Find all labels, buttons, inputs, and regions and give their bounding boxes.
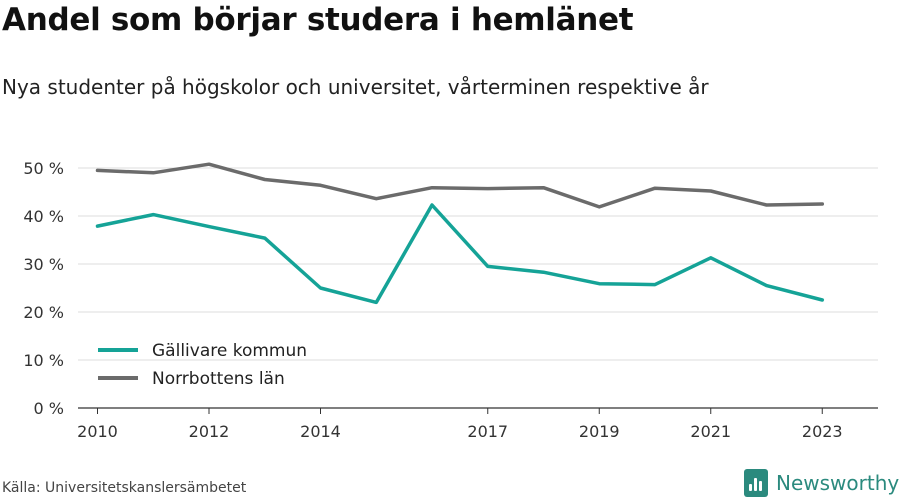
series-line <box>95 162 825 209</box>
brand-logo: Newsworthy <box>744 468 899 498</box>
x-tick-label: 2014 <box>300 422 341 441</box>
x-tick-label: 2010 <box>77 422 118 441</box>
legend-label: Norrbottens län <box>152 369 285 389</box>
chart-subtitle: Nya studenter på högskolor och universit… <box>2 75 709 99</box>
y-tick-label: 10 % <box>23 351 64 370</box>
source-note: Källa: Universitetskanslersämbetet <box>2 480 247 496</box>
gridlines <box>78 167 878 361</box>
bar-chart-icon <box>744 469 768 497</box>
series-line <box>95 203 825 305</box>
y-tick-label: 30 % <box>23 255 64 274</box>
x-tick-label: 2012 <box>189 422 230 441</box>
x-tick-label: 2019 <box>579 422 620 441</box>
brand-name: Newsworthy <box>776 471 900 495</box>
x-tick-label: 2021 <box>690 422 731 441</box>
chart-title: Andel som börjar studera i hemlänet <box>2 2 634 38</box>
y-tick-label: 50 % <box>23 159 64 178</box>
series-lines <box>95 162 825 305</box>
x-tick-label: 2023 <box>802 422 843 441</box>
y-tick-label: 20 % <box>23 303 64 322</box>
x-tick-label: 2017 <box>467 422 508 441</box>
y-tick-label: 0 % <box>34 399 64 418</box>
legend: Gällivare kommun Norrbottens län <box>98 341 307 389</box>
y-axis-ticks: 0 % 10 % 20 % 30 % 40 % 50 % <box>23 159 64 418</box>
legend-label: Gällivare kommun <box>152 341 307 361</box>
x-axis-ticks: 2010 2012 2014 2017 2019 2021 2023 <box>77 408 843 441</box>
y-tick-label: 40 % <box>23 207 64 226</box>
